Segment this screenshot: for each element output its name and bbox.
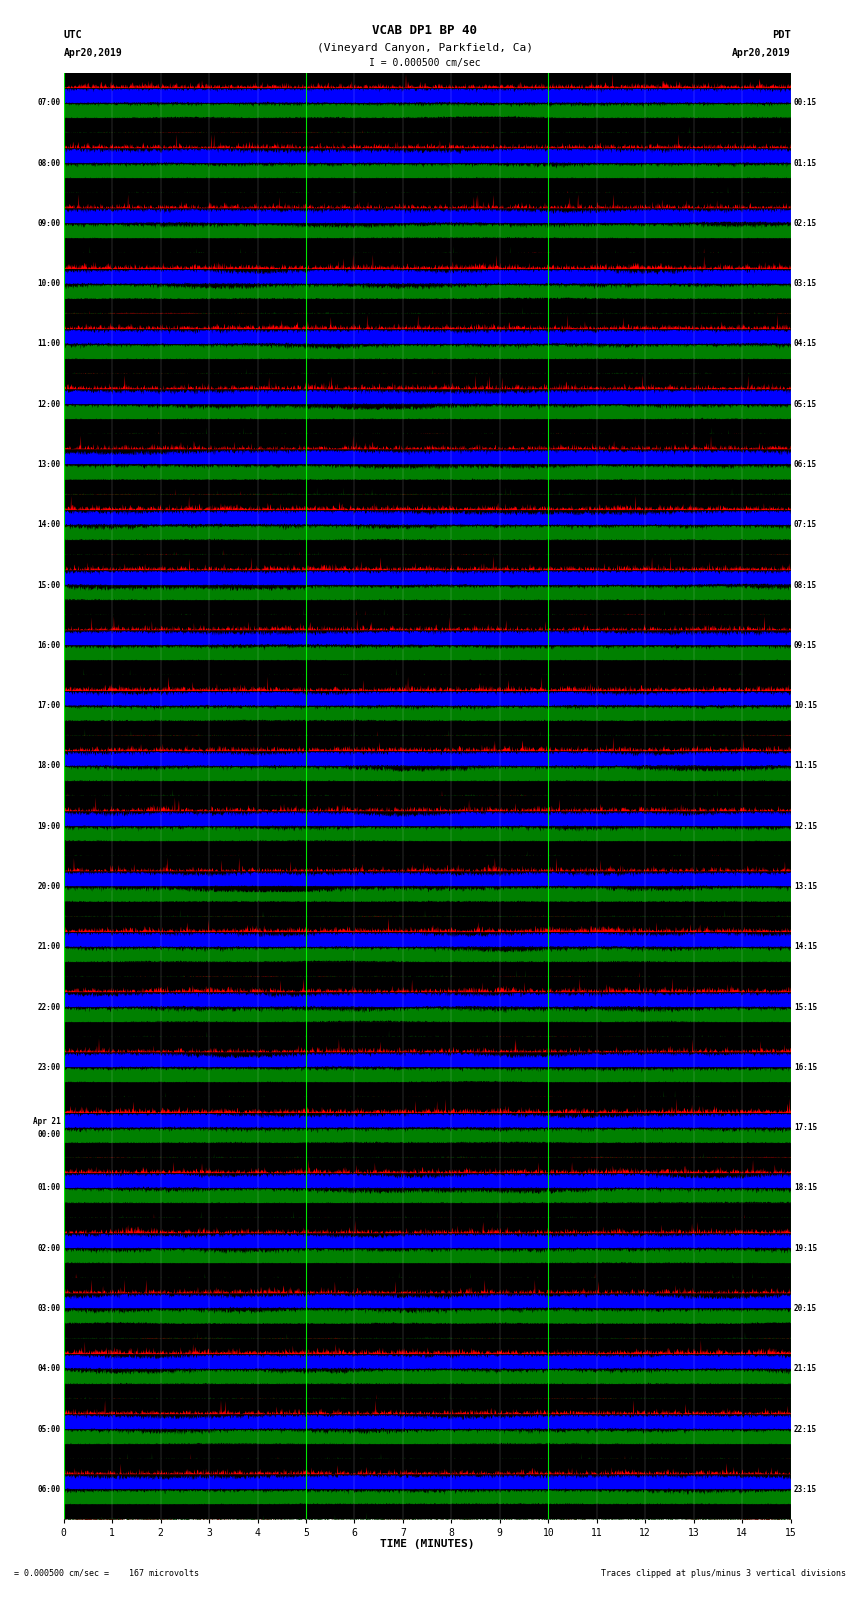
Text: TIME (MINUTES): TIME (MINUTES) [380, 1539, 474, 1548]
Text: 02:15: 02:15 [794, 219, 817, 227]
Text: 22:00: 22:00 [37, 1003, 60, 1011]
Text: 09:15: 09:15 [794, 640, 817, 650]
Text: 11:00: 11:00 [37, 339, 60, 348]
Text: PDT: PDT [772, 31, 791, 40]
Text: 22:15: 22:15 [794, 1424, 817, 1434]
Text: 02:00: 02:00 [37, 1244, 60, 1253]
Text: 19:00: 19:00 [37, 821, 60, 831]
Text: 01:00: 01:00 [37, 1184, 60, 1192]
Text: UTC: UTC [64, 31, 82, 40]
Text: 23:15: 23:15 [794, 1486, 817, 1494]
Text: 18:00: 18:00 [37, 761, 60, 771]
Text: (Vineyard Canyon, Parkfield, Ca): (Vineyard Canyon, Parkfield, Ca) [317, 44, 533, 53]
Text: 21:15: 21:15 [794, 1365, 817, 1373]
Text: 11:15: 11:15 [794, 761, 817, 771]
Text: 13:00: 13:00 [37, 460, 60, 469]
Text: 05:15: 05:15 [794, 400, 817, 408]
Text: 13:15: 13:15 [794, 882, 817, 890]
Text: 00:00: 00:00 [37, 1129, 60, 1139]
Text: 01:15: 01:15 [794, 158, 817, 168]
Text: 20:00: 20:00 [37, 882, 60, 890]
Text: 08:00: 08:00 [37, 158, 60, 168]
Text: Apr20,2019: Apr20,2019 [64, 48, 122, 58]
Text: 05:00: 05:00 [37, 1424, 60, 1434]
Text: 14:00: 14:00 [37, 521, 60, 529]
Text: 00:15: 00:15 [794, 98, 817, 106]
Text: 04:00: 04:00 [37, 1365, 60, 1373]
Text: 18:15: 18:15 [794, 1184, 817, 1192]
Text: 04:15: 04:15 [794, 339, 817, 348]
Text: 12:15: 12:15 [794, 821, 817, 831]
Text: I = 0.000500 cm/sec: I = 0.000500 cm/sec [369, 58, 481, 68]
Text: 16:15: 16:15 [794, 1063, 817, 1071]
Text: 17:00: 17:00 [37, 702, 60, 710]
Text: 15:00: 15:00 [37, 581, 60, 589]
Text: 12:00: 12:00 [37, 400, 60, 408]
Text: = 0.000500 cm/sec =    167 microvolts: = 0.000500 cm/sec = 167 microvolts [4, 1568, 199, 1578]
Text: 03:00: 03:00 [37, 1303, 60, 1313]
Text: 10:15: 10:15 [794, 702, 817, 710]
Text: 07:00: 07:00 [37, 98, 60, 106]
Text: 06:00: 06:00 [37, 1486, 60, 1494]
Text: 23:00: 23:00 [37, 1063, 60, 1071]
Text: 14:15: 14:15 [794, 942, 817, 952]
Text: 21:00: 21:00 [37, 942, 60, 952]
Text: 06:15: 06:15 [794, 460, 817, 469]
Text: 19:15: 19:15 [794, 1244, 817, 1253]
Text: 17:15: 17:15 [794, 1123, 817, 1132]
Text: 20:15: 20:15 [794, 1303, 817, 1313]
Text: Apr20,2019: Apr20,2019 [732, 48, 791, 58]
Text: 10:00: 10:00 [37, 279, 60, 289]
Text: Traces clipped at plus/minus 3 vertical divisions: Traces clipped at plus/minus 3 vertical … [601, 1568, 846, 1578]
Text: 03:15: 03:15 [794, 279, 817, 289]
Text: 15:15: 15:15 [794, 1003, 817, 1011]
Text: 07:15: 07:15 [794, 521, 817, 529]
Text: VCAB DP1 BP 40: VCAB DP1 BP 40 [372, 24, 478, 37]
Text: Apr 21: Apr 21 [32, 1116, 60, 1126]
Text: 09:00: 09:00 [37, 219, 60, 227]
Text: 08:15: 08:15 [794, 581, 817, 589]
Text: 16:00: 16:00 [37, 640, 60, 650]
